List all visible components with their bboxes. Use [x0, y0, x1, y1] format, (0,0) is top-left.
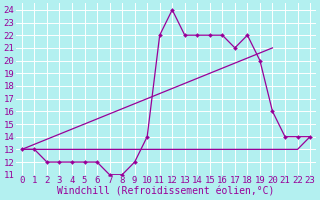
X-axis label: Windchill (Refroidissement éolien,°C): Windchill (Refroidissement éolien,°C) [57, 187, 275, 197]
